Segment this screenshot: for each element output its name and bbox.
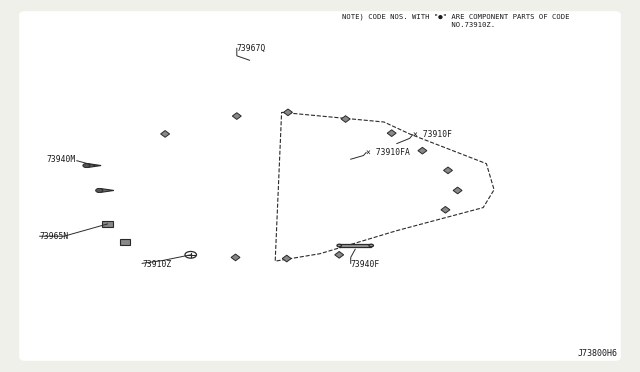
Text: × 73910F: × 73910F	[413, 130, 452, 139]
Text: 73940M: 73940M	[46, 155, 76, 164]
Polygon shape	[284, 109, 292, 116]
Polygon shape	[161, 131, 170, 137]
Text: 73967Q: 73967Q	[237, 44, 266, 53]
Text: 73965N: 73965N	[40, 232, 69, 241]
Polygon shape	[453, 187, 462, 194]
Polygon shape	[232, 113, 241, 119]
Bar	[339, 244, 371, 247]
Polygon shape	[387, 130, 396, 137]
Text: NOTE) CODE NOS. WITH "●" ARE COMPONENT PARTS OF CODE
                         NO: NOTE) CODE NOS. WITH "●" ARE COMPONENT P…	[342, 13, 570, 28]
FancyBboxPatch shape	[19, 11, 621, 361]
Polygon shape	[101, 189, 114, 192]
Bar	[102, 221, 113, 227]
Polygon shape	[441, 206, 450, 213]
Circle shape	[83, 164, 90, 167]
Polygon shape	[418, 147, 427, 154]
Polygon shape	[341, 116, 350, 122]
Circle shape	[369, 244, 374, 247]
Polygon shape	[88, 164, 101, 167]
Polygon shape	[231, 254, 240, 261]
Polygon shape	[335, 251, 344, 258]
Text: × 73910FA: × 73910FA	[366, 148, 410, 157]
Bar	[120, 239, 130, 245]
Text: 73910Z: 73910Z	[142, 260, 172, 269]
Text: J73800H6: J73800H6	[578, 349, 618, 358]
Circle shape	[96, 188, 102, 193]
Polygon shape	[282, 255, 291, 262]
Text: 73940F: 73940F	[351, 260, 380, 269]
Circle shape	[337, 244, 342, 247]
Polygon shape	[444, 167, 452, 174]
